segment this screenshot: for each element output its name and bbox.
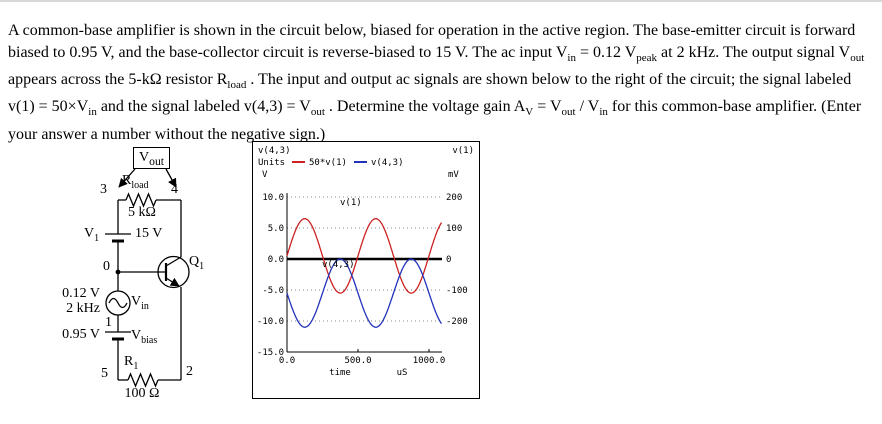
rload-value-label: 5 kΩ [128, 205, 156, 220]
y-left-tick-label: -10.0 [257, 317, 284, 327]
x-tick-label: 500.0 [344, 356, 371, 366]
curve-inplot-label: v(1) [340, 198, 362, 208]
curve-v(4,3) [286, 258, 443, 328]
transistor-emitter-arrow [165, 277, 180, 287]
problem-statement: A common-base amplifier is shown in the … [8, 22, 865, 143]
vout-probe-box: Vout [133, 147, 170, 169]
y-right-tick-label: -200 [446, 317, 468, 327]
y-right-tick-label: 0 [446, 255, 451, 265]
node-3-label: 3 [100, 182, 107, 197]
r1-resistor-symbol [127, 372, 159, 388]
top-border-strip [0, 0, 882, 2]
y-right-tick-label: 200 [446, 193, 462, 203]
node-1-label: 1 [105, 315, 112, 330]
circuit-diagram: Vout 3 4 Rload 5 kΩ V1 15 V 0 Q1 0.12 V … [40, 135, 250, 420]
y-right-units-label: mV [448, 170, 459, 180]
plot-border [252, 141, 480, 399]
y-right-tick-label: 100 [446, 224, 462, 234]
vbias-value-label: 0.95 V [62, 327, 100, 342]
circuit-schematic-svg [105, 168, 190, 388]
curve-50*v(1) [286, 218, 443, 294]
curve-inplot-label: v(4,3) [322, 260, 355, 270]
rload-resistor-symbol [125, 192, 157, 208]
x-axis-units-label: uS [397, 368, 408, 378]
y-left-tick-label: 10.0 [262, 193, 284, 203]
v1-value-label: 15 V [135, 226, 163, 241]
y-left-units-label: V [262, 170, 268, 180]
x-axis-title: time [329, 368, 351, 378]
v1-label: V1 [84, 226, 100, 244]
waveform-plot-svg: v(4,3) v(1) Units 50*v(1) v(4,3) V mV ti… [252, 141, 480, 399]
ac-frequency-label: 2 kHz [66, 301, 100, 316]
r1-value-label: 100 Ω [124, 386, 160, 401]
y-left-tick-label: -5.0 [262, 286, 284, 296]
q1-label: Q1 [189, 254, 205, 272]
node-2-label: 2 [186, 364, 193, 379]
ac-amplitude-label: 0.12 V [62, 286, 100, 301]
x-tick-label: 0.0 [279, 356, 295, 366]
waveform-plot: v(4,3) v(1) Units 50*v(1) v(4,3) V mV ti… [252, 141, 480, 399]
y-left-tick-label: 5.0 [268, 224, 284, 234]
node-0-label: 0 [103, 259, 110, 274]
legend-prefix: Units [258, 158, 285, 168]
circuit-wires [105, 168, 190, 388]
vbias-label: Vbias [131, 328, 158, 346]
vout-probe-arrow-right [165, 168, 177, 188]
vout-probe-arrow-left [118, 168, 136, 188]
node-0-dot [115, 269, 121, 275]
x-tick-label: 1000.0 [413, 356, 446, 366]
legend-entry-blue: v(4,3) [371, 158, 404, 168]
vbias-battery-symbol [105, 331, 131, 341]
rload-label: Rload [122, 173, 149, 191]
y-right-axis-title: v(1) [452, 146, 474, 156]
y-right-tick-label: -100 [446, 286, 468, 296]
r1-label: R1 [124, 354, 139, 372]
y-left-tick-label: 0.0 [268, 255, 284, 265]
node-4-label: 4 [171, 182, 178, 197]
v1-battery-symbol [105, 233, 131, 243]
legend-entry-red: 50*v(1) [309, 158, 347, 168]
y-left-axis-title: v(4,3) [258, 146, 291, 156]
vin-label: Vin [131, 294, 149, 312]
transistor-collector-lead [165, 256, 182, 267]
transistor-circle [157, 255, 190, 289]
sine-wave-icon [108, 297, 128, 309]
plot-dynamic-content: 10.0 5.0 0.0 -5.0 -10.0 -15.0 200 100 0 -100 -200 0… [257, 193, 468, 366]
ac-source-symbol [105, 290, 131, 316]
node-5-label: 5 [101, 366, 108, 381]
y-left-tick-label: -15.0 [257, 348, 284, 358]
vout-label: V [138, 150, 150, 165]
q1-transistor-symbol [157, 255, 190, 289]
